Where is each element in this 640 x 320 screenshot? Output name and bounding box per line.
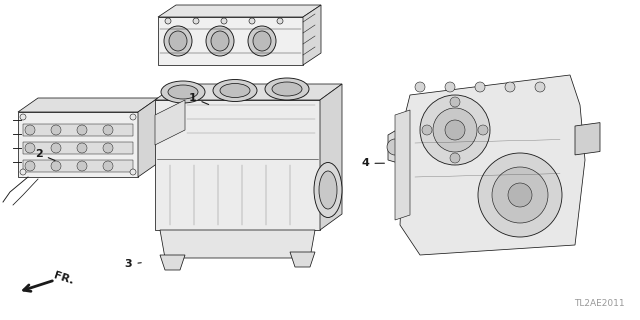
Circle shape — [387, 139, 403, 155]
Circle shape — [535, 82, 545, 92]
Circle shape — [193, 18, 199, 24]
Polygon shape — [303, 5, 321, 65]
Polygon shape — [388, 125, 405, 165]
Polygon shape — [400, 75, 585, 255]
Polygon shape — [290, 252, 315, 267]
Polygon shape — [158, 17, 303, 65]
Polygon shape — [575, 123, 600, 155]
Circle shape — [130, 169, 136, 175]
Polygon shape — [160, 255, 185, 270]
Circle shape — [77, 161, 87, 171]
Text: 1: 1 — [189, 93, 209, 105]
Circle shape — [165, 18, 171, 24]
Circle shape — [77, 143, 87, 153]
Circle shape — [445, 120, 465, 140]
Polygon shape — [18, 112, 138, 177]
Text: 2: 2 — [35, 149, 55, 161]
Circle shape — [77, 125, 87, 135]
Text: FR.: FR. — [52, 270, 75, 286]
Circle shape — [492, 167, 548, 223]
Polygon shape — [138, 98, 158, 177]
Polygon shape — [395, 110, 410, 220]
Text: TL2AE2011: TL2AE2011 — [574, 299, 625, 308]
Circle shape — [475, 82, 485, 92]
Circle shape — [20, 114, 26, 120]
Circle shape — [422, 125, 432, 135]
Polygon shape — [155, 100, 320, 230]
Ellipse shape — [206, 26, 234, 56]
Ellipse shape — [213, 79, 257, 101]
Polygon shape — [155, 84, 342, 100]
Circle shape — [51, 125, 61, 135]
Circle shape — [20, 169, 26, 175]
Circle shape — [51, 161, 61, 171]
Circle shape — [249, 18, 255, 24]
Polygon shape — [320, 84, 342, 230]
Circle shape — [277, 18, 283, 24]
Circle shape — [445, 82, 455, 92]
Ellipse shape — [314, 163, 342, 218]
Text: 3: 3 — [125, 259, 141, 269]
Ellipse shape — [169, 31, 187, 51]
Circle shape — [221, 18, 227, 24]
Ellipse shape — [248, 26, 276, 56]
Circle shape — [478, 153, 562, 237]
Circle shape — [103, 125, 113, 135]
Polygon shape — [23, 124, 133, 136]
Polygon shape — [23, 142, 133, 154]
Text: 4: 4 — [362, 158, 385, 168]
Ellipse shape — [211, 31, 229, 51]
Circle shape — [51, 143, 61, 153]
Circle shape — [433, 108, 477, 152]
Circle shape — [420, 95, 490, 165]
Circle shape — [25, 161, 35, 171]
Ellipse shape — [161, 81, 205, 103]
Ellipse shape — [253, 31, 271, 51]
Ellipse shape — [272, 82, 302, 96]
Polygon shape — [158, 5, 321, 17]
Circle shape — [450, 97, 460, 107]
Circle shape — [505, 82, 515, 92]
Ellipse shape — [168, 85, 198, 99]
Circle shape — [103, 143, 113, 153]
Ellipse shape — [220, 84, 250, 98]
Polygon shape — [155, 100, 185, 145]
Circle shape — [103, 161, 113, 171]
Circle shape — [25, 143, 35, 153]
Circle shape — [130, 114, 136, 120]
Circle shape — [478, 125, 488, 135]
Ellipse shape — [319, 171, 337, 209]
Ellipse shape — [265, 78, 309, 100]
Ellipse shape — [164, 26, 192, 56]
Polygon shape — [23, 160, 133, 172]
Circle shape — [415, 82, 425, 92]
Polygon shape — [160, 230, 315, 258]
Polygon shape — [18, 98, 158, 112]
Circle shape — [450, 153, 460, 163]
Circle shape — [25, 125, 35, 135]
Circle shape — [508, 183, 532, 207]
